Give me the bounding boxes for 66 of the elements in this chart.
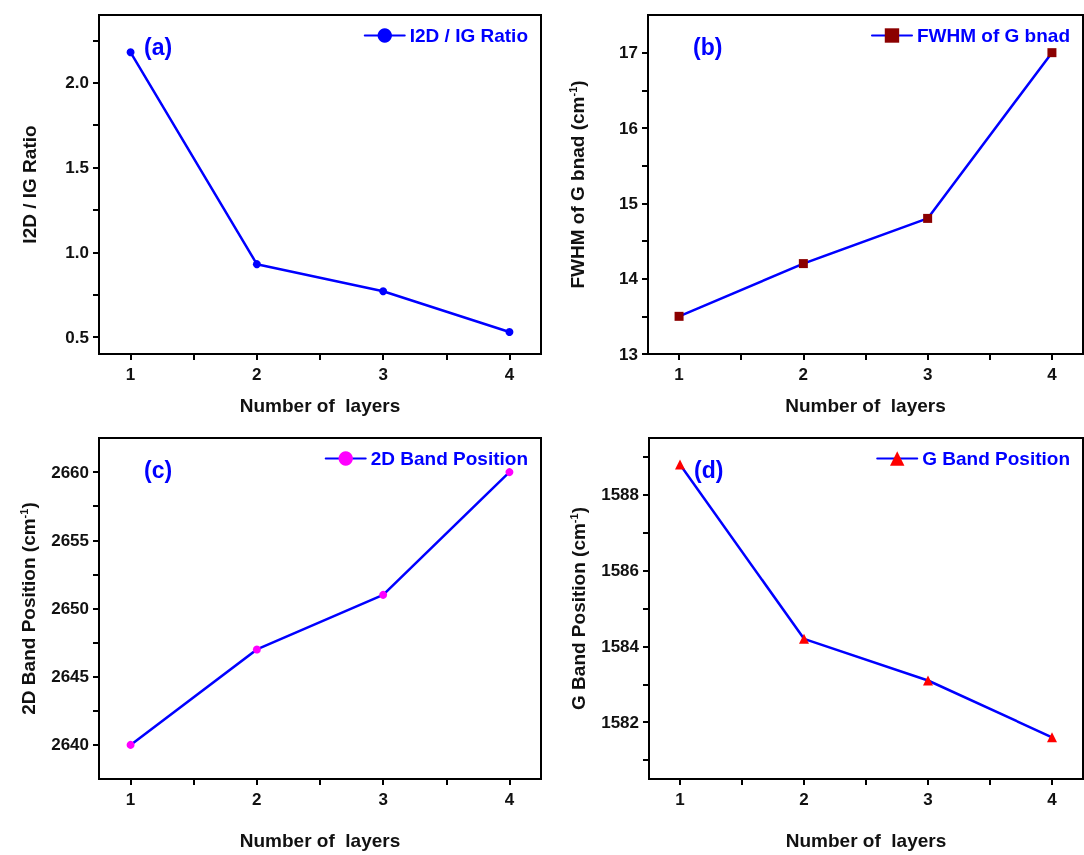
y-tick-label: 17 [619, 43, 638, 63]
y-tick-label: 2650 [51, 599, 89, 618]
point [379, 287, 388, 296]
legend-label: G Band Position [922, 448, 1070, 469]
x-axis-title: Number of layers [785, 395, 946, 416]
y-axis-title: FWHM of G bnad (cm-1) [566, 80, 588, 289]
point [1047, 48, 1057, 58]
x-tick-label: 3 [378, 365, 388, 384]
annotation: (b) [693, 33, 723, 60]
y-tick-label: 15 [619, 193, 638, 213]
y-tick-label: 1584 [601, 636, 640, 656]
y-tick-label: 2640 [51, 735, 89, 755]
legend-label: FWHM of G bnad [916, 25, 1071, 46]
y-tick-label: 1588 [601, 485, 639, 505]
point [252, 260, 261, 269]
point [923, 675, 933, 686]
x-axis-title: Number of layers [239, 830, 401, 851]
point [1047, 732, 1057, 743]
y-tick-label: 14 [619, 269, 639, 289]
point [674, 311, 684, 321]
point [675, 459, 685, 470]
x-tick-label: 4 [1047, 790, 1058, 809]
y-tick-label: 2645 [51, 667, 89, 687]
y-tick-label: 1.0 [65, 242, 89, 262]
y-axis-title: G Band Position (cm-1) [567, 507, 589, 710]
point [252, 645, 261, 654]
point [505, 327, 514, 336]
y-tick-label: 1.5 [65, 158, 89, 178]
y-tick-label: 0.5 [65, 327, 89, 347]
point [798, 259, 808, 269]
x-tick-label: 3 [922, 365, 933, 384]
legend-label: 2D Band Position [370, 448, 529, 469]
x-tick-label: 4 [504, 365, 515, 384]
x-tick-label: 3 [923, 790, 933, 809]
point [923, 213, 933, 223]
y-tick-label: 2660 [51, 462, 89, 482]
legend-label: I2D / IG Ratio [409, 25, 529, 46]
y-tick-label: 2.0 [65, 73, 89, 93]
x-tick-label: 1 [125, 365, 136, 384]
point [126, 48, 135, 57]
y-tick-label: 13 [619, 344, 638, 364]
y-axis-title: I2D / IG Ratio [19, 125, 40, 244]
y-axis-title: 2D Band Position (cm-1) [17, 502, 39, 715]
annotation: (c) [144, 456, 173, 483]
x-tick-label: 2 [252, 790, 262, 809]
x-tick-label: 1 [125, 790, 136, 809]
point [799, 633, 809, 644]
x-tick-label: 2 [798, 365, 809, 384]
y-tick-label: 16 [619, 118, 638, 138]
x-tick-label: 4 [504, 790, 515, 809]
x-tick-label: 1 [674, 365, 684, 384]
x-tick-label: 1 [675, 790, 685, 809]
y-tick-label: 1582 [601, 712, 639, 732]
x-tick-label: 2 [252, 365, 262, 384]
x-tick-label: 2 [799, 790, 809, 809]
x-axis-title: Number of layers [239, 395, 401, 416]
x-tick-label: 4 [1047, 365, 1058, 384]
x-axis-title: Number of layers [785, 830, 947, 851]
x-tick-label: 3 [378, 790, 388, 809]
point [505, 468, 514, 477]
point [379, 590, 388, 599]
point [126, 740, 135, 749]
annotation: (d) [694, 456, 724, 483]
annotation: (a) [144, 33, 173, 60]
y-tick-label: 1586 [601, 561, 639, 581]
y-tick-label: 2655 [51, 530, 89, 550]
